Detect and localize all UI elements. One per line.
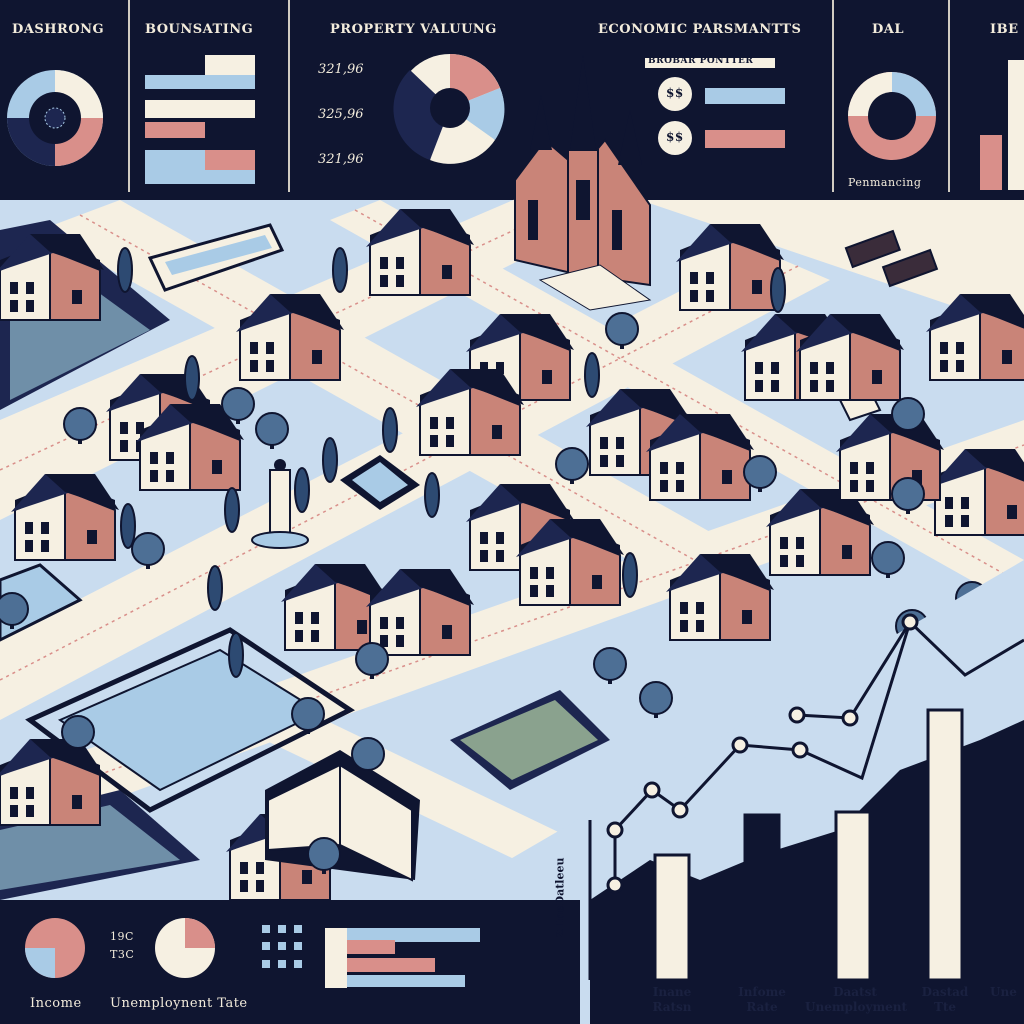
line-point (841, 709, 859, 727)
billboard (147, 223, 285, 292)
donut-chart-3 (393, 54, 505, 164)
fountain (251, 459, 309, 549)
bar-3 (834, 810, 872, 982)
property-value-1: 321,96 (318, 62, 364, 77)
line-point (671, 801, 689, 819)
line-chart-axis-label: Z IneDatleeu (553, 857, 567, 938)
badge-1: $$ (666, 86, 684, 100)
footer-label-income: Income (30, 996, 82, 1011)
bar-label-3: Daatst Unemployment (805, 985, 908, 1014)
footer-value-a: 19C (110, 930, 134, 943)
row-building (265, 750, 420, 882)
panel-title-bounsating: BOUNSATING (145, 22, 254, 37)
footer-pie-1 (25, 918, 85, 978)
panel-title-ibe: IBE (990, 22, 1019, 37)
line-point (643, 781, 661, 799)
panel-title-property: PROPERTY VALUUNG (330, 22, 497, 37)
line-point (606, 876, 624, 894)
footer-pie-2 (155, 918, 215, 978)
church (514, 55, 652, 311)
line-point (901, 613, 919, 631)
property-value-2: 325,96 (318, 107, 364, 122)
panel-title-dal: DAL (872, 22, 905, 37)
footer-icon-grid (262, 925, 302, 968)
panel-title-dashrong: DASHRONG (12, 22, 105, 37)
panel-subtitle-economic: BROBAR PONTTER (648, 56, 754, 66)
bar-4 (926, 708, 964, 982)
line-point (791, 741, 809, 759)
bar-2 (743, 813, 781, 982)
divider (832, 0, 834, 192)
donut-chart-1 (7, 70, 103, 166)
line-point (606, 821, 624, 839)
bar-1 (653, 853, 691, 982)
bar-label-5: Une (990, 985, 1017, 999)
bar-label-1: Inane Ratsn (652, 985, 692, 1014)
donut-chart-5 (848, 72, 936, 160)
footer-band (0, 900, 580, 1024)
footer-label-unemployment: Unemploynent Tate (110, 996, 248, 1011)
badge-2: $$ (666, 130, 684, 144)
panel-caption-penmancing: Penmancing (848, 176, 922, 189)
bar-rows-panel-2 (145, 55, 255, 184)
panel-6-bars (980, 60, 1024, 190)
property-value-3: 321,96 (318, 152, 364, 167)
parked-cars (844, 229, 939, 288)
divider (288, 0, 290, 192)
chart-dark-area (590, 720, 1024, 1024)
footer-value-b: T3C (110, 948, 135, 961)
footer-bars (325, 928, 480, 988)
panel-4-graphics (645, 58, 785, 155)
divider (128, 0, 130, 192)
panel-title-economic: ECONOMIC PARSMANTTS (598, 22, 802, 37)
bar-label-4: Dastad Tte (921, 985, 969, 1014)
line-point (731, 736, 749, 754)
line-series (606, 613, 1024, 894)
divider (948, 0, 950, 192)
line-point (788, 706, 806, 724)
bar-label-2: Infome Rate (738, 985, 786, 1014)
chart-bars (653, 708, 964, 982)
